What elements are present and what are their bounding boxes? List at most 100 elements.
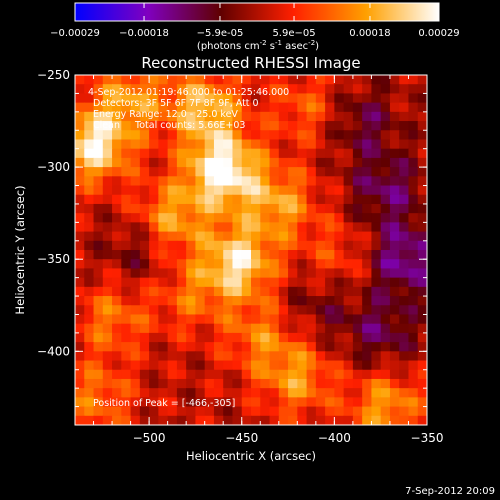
heatmap-cell xyxy=(223,369,234,380)
heatmap-cell xyxy=(195,231,206,242)
heatmap-cell xyxy=(325,351,335,362)
heatmap-cell xyxy=(232,240,243,251)
heatmap-cell xyxy=(408,203,419,214)
heatmap-cell xyxy=(260,231,271,242)
heatmap-cell xyxy=(93,369,104,380)
heatmap-cell xyxy=(213,406,224,417)
heatmap-cell xyxy=(121,286,132,297)
heatmap-cell xyxy=(251,176,261,187)
heatmap-cell xyxy=(130,222,141,233)
heatmap-cell xyxy=(315,111,326,122)
heatmap-cell xyxy=(93,332,104,343)
heatmap-cell xyxy=(102,194,113,205)
heatmap-cell xyxy=(362,250,373,260)
heatmap-cell xyxy=(176,93,187,104)
heatmap-cell xyxy=(371,277,382,288)
heatmap-cell xyxy=(408,250,419,260)
heatmap-cell xyxy=(195,323,206,334)
heatmap-cell xyxy=(325,157,335,168)
heatmap-cell xyxy=(232,314,243,325)
heatmap-cell xyxy=(278,296,289,306)
heatmap-cell xyxy=(334,84,345,95)
heatmap-cell xyxy=(306,213,317,223)
heatmap-cell xyxy=(158,277,169,288)
heatmap-cell xyxy=(306,111,317,122)
heatmap-cell xyxy=(195,176,206,187)
heatmap-cell xyxy=(278,176,289,187)
heatmap-cell xyxy=(158,176,169,187)
heatmap-cell xyxy=(389,351,400,362)
heatmap-cell xyxy=(149,351,159,362)
heatmap-cell xyxy=(241,203,252,214)
heatmap-cell xyxy=(204,167,215,177)
heatmap-cell xyxy=(121,148,132,159)
heatmap-cell xyxy=(241,139,252,150)
heatmap-cell xyxy=(389,397,400,408)
heatmap-cell xyxy=(195,203,206,214)
heatmap-cell xyxy=(186,360,197,371)
heatmap-cell xyxy=(325,296,335,306)
heatmap-cell xyxy=(149,176,159,187)
heatmap-cell xyxy=(75,176,85,187)
heatmap-cell xyxy=(362,360,373,371)
heatmap-cell xyxy=(399,415,410,425)
heatmap-cell xyxy=(380,378,391,389)
heatmap-cell xyxy=(380,277,391,288)
heatmap-cell xyxy=(417,351,427,362)
heatmap-cell xyxy=(399,157,410,168)
heatmap-cell xyxy=(232,194,243,205)
heatmap-cell xyxy=(102,102,113,113)
heatmap-cell xyxy=(315,277,326,288)
heatmap-cell xyxy=(102,111,113,122)
heatmap-cell xyxy=(269,277,280,288)
heatmap-cell xyxy=(399,240,410,251)
heatmap-cell xyxy=(297,406,308,417)
heatmap-cell xyxy=(112,176,122,187)
heatmap-cell xyxy=(186,415,197,425)
heatmap-cell xyxy=(167,102,178,113)
heatmap-cell xyxy=(195,102,206,113)
heatmap-cell xyxy=(352,406,363,417)
heatmap-cell xyxy=(278,323,289,334)
heatmap-cell xyxy=(130,250,141,260)
heatmap-cell xyxy=(278,342,289,352)
heatmap-cell xyxy=(167,176,178,187)
heatmap-cell xyxy=(158,378,169,389)
heatmap-cell xyxy=(362,148,373,159)
heatmap-cell xyxy=(389,185,400,196)
heatmap-cell xyxy=(343,222,354,233)
heatmap-cell xyxy=(84,268,95,279)
heatmap-cell xyxy=(112,139,122,150)
heatmap-cell xyxy=(102,351,113,362)
heatmap-cell xyxy=(352,102,363,113)
heatmap-cell xyxy=(149,240,159,251)
heatmap-cell xyxy=(232,342,243,352)
peak-position-label: Position of Peak = [-466,-305] xyxy=(93,398,235,409)
heatmap-cell xyxy=(241,75,252,85)
heatmap-cell xyxy=(139,305,150,316)
heatmap-cell xyxy=(389,176,400,187)
heatmap-cell xyxy=(232,185,243,196)
heatmap-cell xyxy=(343,415,354,425)
heatmap-cell xyxy=(84,213,95,223)
heatmap-cell xyxy=(297,415,308,425)
heatmap-cell xyxy=(176,259,187,270)
heatmap-cell xyxy=(408,185,419,196)
heatmap-cell xyxy=(269,369,280,380)
heatmap-cell xyxy=(75,84,85,95)
heatmap-cell xyxy=(278,250,289,260)
heatmap-cell xyxy=(93,314,104,325)
heatmap-cell xyxy=(93,360,104,371)
heatmap-cell xyxy=(112,369,122,380)
heatmap-cell xyxy=(204,314,215,325)
heatmap-cell xyxy=(223,194,234,205)
heatmap-cell xyxy=(389,121,400,131)
heatmap-cell xyxy=(334,268,345,279)
heatmap-cell xyxy=(139,167,150,177)
heatmap-cell xyxy=(251,259,261,270)
heatmap-cell xyxy=(84,342,95,352)
heatmap-cell xyxy=(352,213,363,223)
heatmap-cell xyxy=(306,388,317,398)
heatmap-cell xyxy=(241,332,252,343)
heatmap-cell xyxy=(204,139,215,150)
